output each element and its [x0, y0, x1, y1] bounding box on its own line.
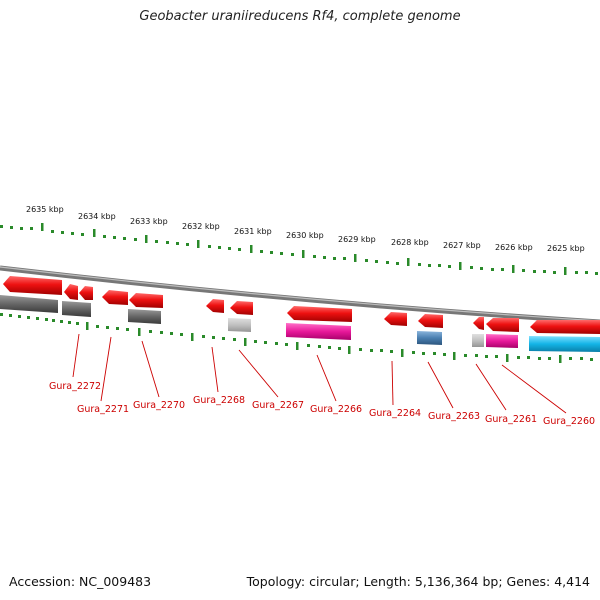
- inner-tick-track: [0, 313, 593, 363]
- gene-label: Gura_2261: [485, 414, 537, 425]
- gene-label: Gura_2272: [49, 381, 101, 392]
- feature-boxes: [0, 295, 600, 352]
- kbp-label: 2628 kbp: [391, 238, 429, 247]
- accession-text: Accession: NC_009483: [9, 574, 152, 589]
- kbp-label: 2626 kbp: [495, 243, 533, 252]
- kbp-label: 2625 kbp: [547, 244, 585, 253]
- kbp-label: 2633 kbp: [130, 217, 168, 226]
- gene-arrow: [79, 286, 93, 300]
- gene-label: Gura_2260: [543, 416, 595, 427]
- label-leaders: [72, 333, 567, 414]
- gene-label: Gura_2263: [428, 411, 480, 422]
- kbp-label: 2631 kbp: [234, 227, 272, 236]
- feature-box-gray: [128, 309, 161, 324]
- kbp-label: 2630 kbp: [286, 231, 324, 240]
- gene-label: Gura_2264: [369, 408, 421, 419]
- feature-box-gray: [0, 295, 58, 313]
- gene-arrow: [206, 299, 224, 313]
- gene-arrow: [129, 293, 163, 308]
- gene-arrow: [418, 314, 443, 328]
- gene-label: Gura_2266: [310, 404, 362, 415]
- feature-box-cyan: [529, 336, 600, 352]
- gene-arrow: [64, 284, 78, 300]
- feature-box-magenta: [286, 323, 351, 340]
- gene-arrow: [230, 301, 253, 315]
- genome-summary-text: Topology: circular; Length: 5,136,364 bp…: [246, 574, 590, 589]
- feature-box-gray: [62, 301, 91, 317]
- gene-label: Gura_2267: [252, 400, 304, 411]
- gene-arrow: [530, 320, 600, 334]
- kbp-label: 2627 kbp: [443, 241, 481, 250]
- feature-box-lightgray: [472, 334, 484, 347]
- gene-arrow: [473, 317, 484, 330]
- gene-label: Gura_2270: [133, 400, 185, 411]
- feature-box-blue: [417, 331, 442, 345]
- feature-box-magenta: [486, 334, 518, 348]
- gene-arrow: [384, 312, 407, 326]
- kbp-label: 2629 kbp: [338, 235, 376, 244]
- gene-arrow: [3, 276, 62, 295]
- gene-arrow: [486, 318, 519, 332]
- gene-label: Gura_2271: [77, 404, 129, 415]
- genome-backbone: [0, 265, 600, 325]
- kbp-label: 2635 kbp: [26, 205, 64, 214]
- kbp-label: 2632 kbp: [182, 222, 220, 231]
- gene-arrow: [102, 290, 128, 305]
- gene-arrows-red: [3, 276, 600, 334]
- kbp-label: 2634 kbp: [78, 212, 116, 221]
- gene-arrow: [287, 306, 352, 322]
- outer-tick-track: [0, 223, 598, 275]
- gene-labels: Gura_2272 Gura_2271 Gura_2270 Gura_2268 …: [49, 381, 595, 427]
- gene-label: Gura_2268: [193, 395, 245, 406]
- genome-title: Geobacter uraniireducens Rf4, complete g…: [139, 9, 461, 24]
- feature-box-lightgray: [228, 318, 251, 332]
- kbp-labels: 2635 kbp 2634 kbp 2633 kbp 2632 kbp 2631…: [26, 205, 585, 253]
